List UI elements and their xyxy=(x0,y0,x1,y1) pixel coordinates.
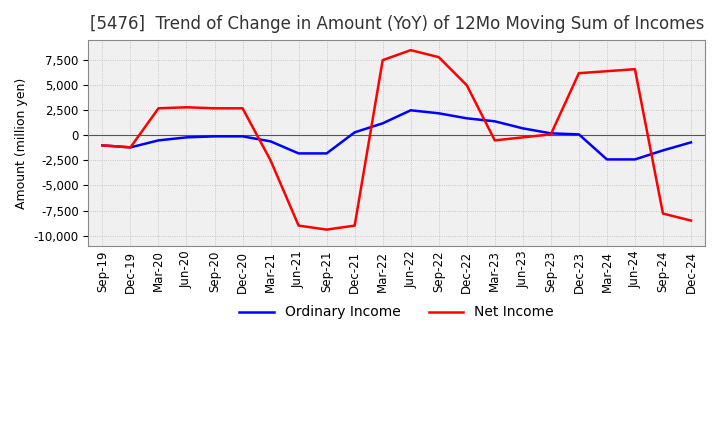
Line: Ordinary Income: Ordinary Income xyxy=(102,110,691,159)
Net Income xyxy=(294,223,303,228)
Net Income xyxy=(238,106,247,111)
Net Income xyxy=(126,145,135,150)
Ordinary Income xyxy=(603,157,611,162)
Ordinary Income xyxy=(406,108,415,113)
Net Income xyxy=(210,106,219,111)
Ordinary Income xyxy=(98,143,107,148)
Net Income xyxy=(98,143,107,148)
Ordinary Income xyxy=(379,121,387,126)
Ordinary Income xyxy=(518,126,527,131)
Net Income xyxy=(575,70,583,76)
Ordinary Income xyxy=(575,132,583,137)
Net Income xyxy=(182,105,191,110)
Net Income xyxy=(434,55,443,60)
Ordinary Income xyxy=(631,157,639,162)
Ordinary Income xyxy=(462,116,471,121)
Title: [5476]  Trend of Change in Amount (YoY) of 12Mo Moving Sum of Incomes: [5476] Trend of Change in Amount (YoY) o… xyxy=(89,15,704,33)
Net Income xyxy=(546,132,555,137)
Ordinary Income xyxy=(126,145,135,150)
Ordinary Income xyxy=(659,148,667,153)
Ordinary Income xyxy=(182,135,191,140)
Ordinary Income xyxy=(266,139,275,144)
Net Income xyxy=(631,66,639,72)
Ordinary Income xyxy=(434,111,443,116)
Net Income xyxy=(323,227,331,232)
Net Income xyxy=(490,138,499,143)
Net Income xyxy=(406,48,415,53)
Ordinary Income xyxy=(294,151,303,156)
Net Income xyxy=(687,218,696,223)
Line: Net Income: Net Income xyxy=(102,50,691,230)
Net Income xyxy=(659,211,667,216)
Net Income xyxy=(154,106,163,111)
Net Income xyxy=(603,69,611,74)
Ordinary Income xyxy=(490,119,499,124)
Net Income xyxy=(462,83,471,88)
Net Income xyxy=(379,58,387,63)
Ordinary Income xyxy=(546,131,555,136)
Ordinary Income xyxy=(687,140,696,145)
Net Income xyxy=(266,158,275,163)
Y-axis label: Amount (million yen): Amount (million yen) xyxy=(15,77,28,209)
Net Income xyxy=(518,135,527,140)
Ordinary Income xyxy=(210,134,219,139)
Ordinary Income xyxy=(238,134,247,139)
Ordinary Income xyxy=(323,151,331,156)
Net Income xyxy=(351,223,359,228)
Ordinary Income xyxy=(351,130,359,135)
Ordinary Income xyxy=(154,138,163,143)
Legend: Ordinary Income, Net Income: Ordinary Income, Net Income xyxy=(234,300,559,325)
